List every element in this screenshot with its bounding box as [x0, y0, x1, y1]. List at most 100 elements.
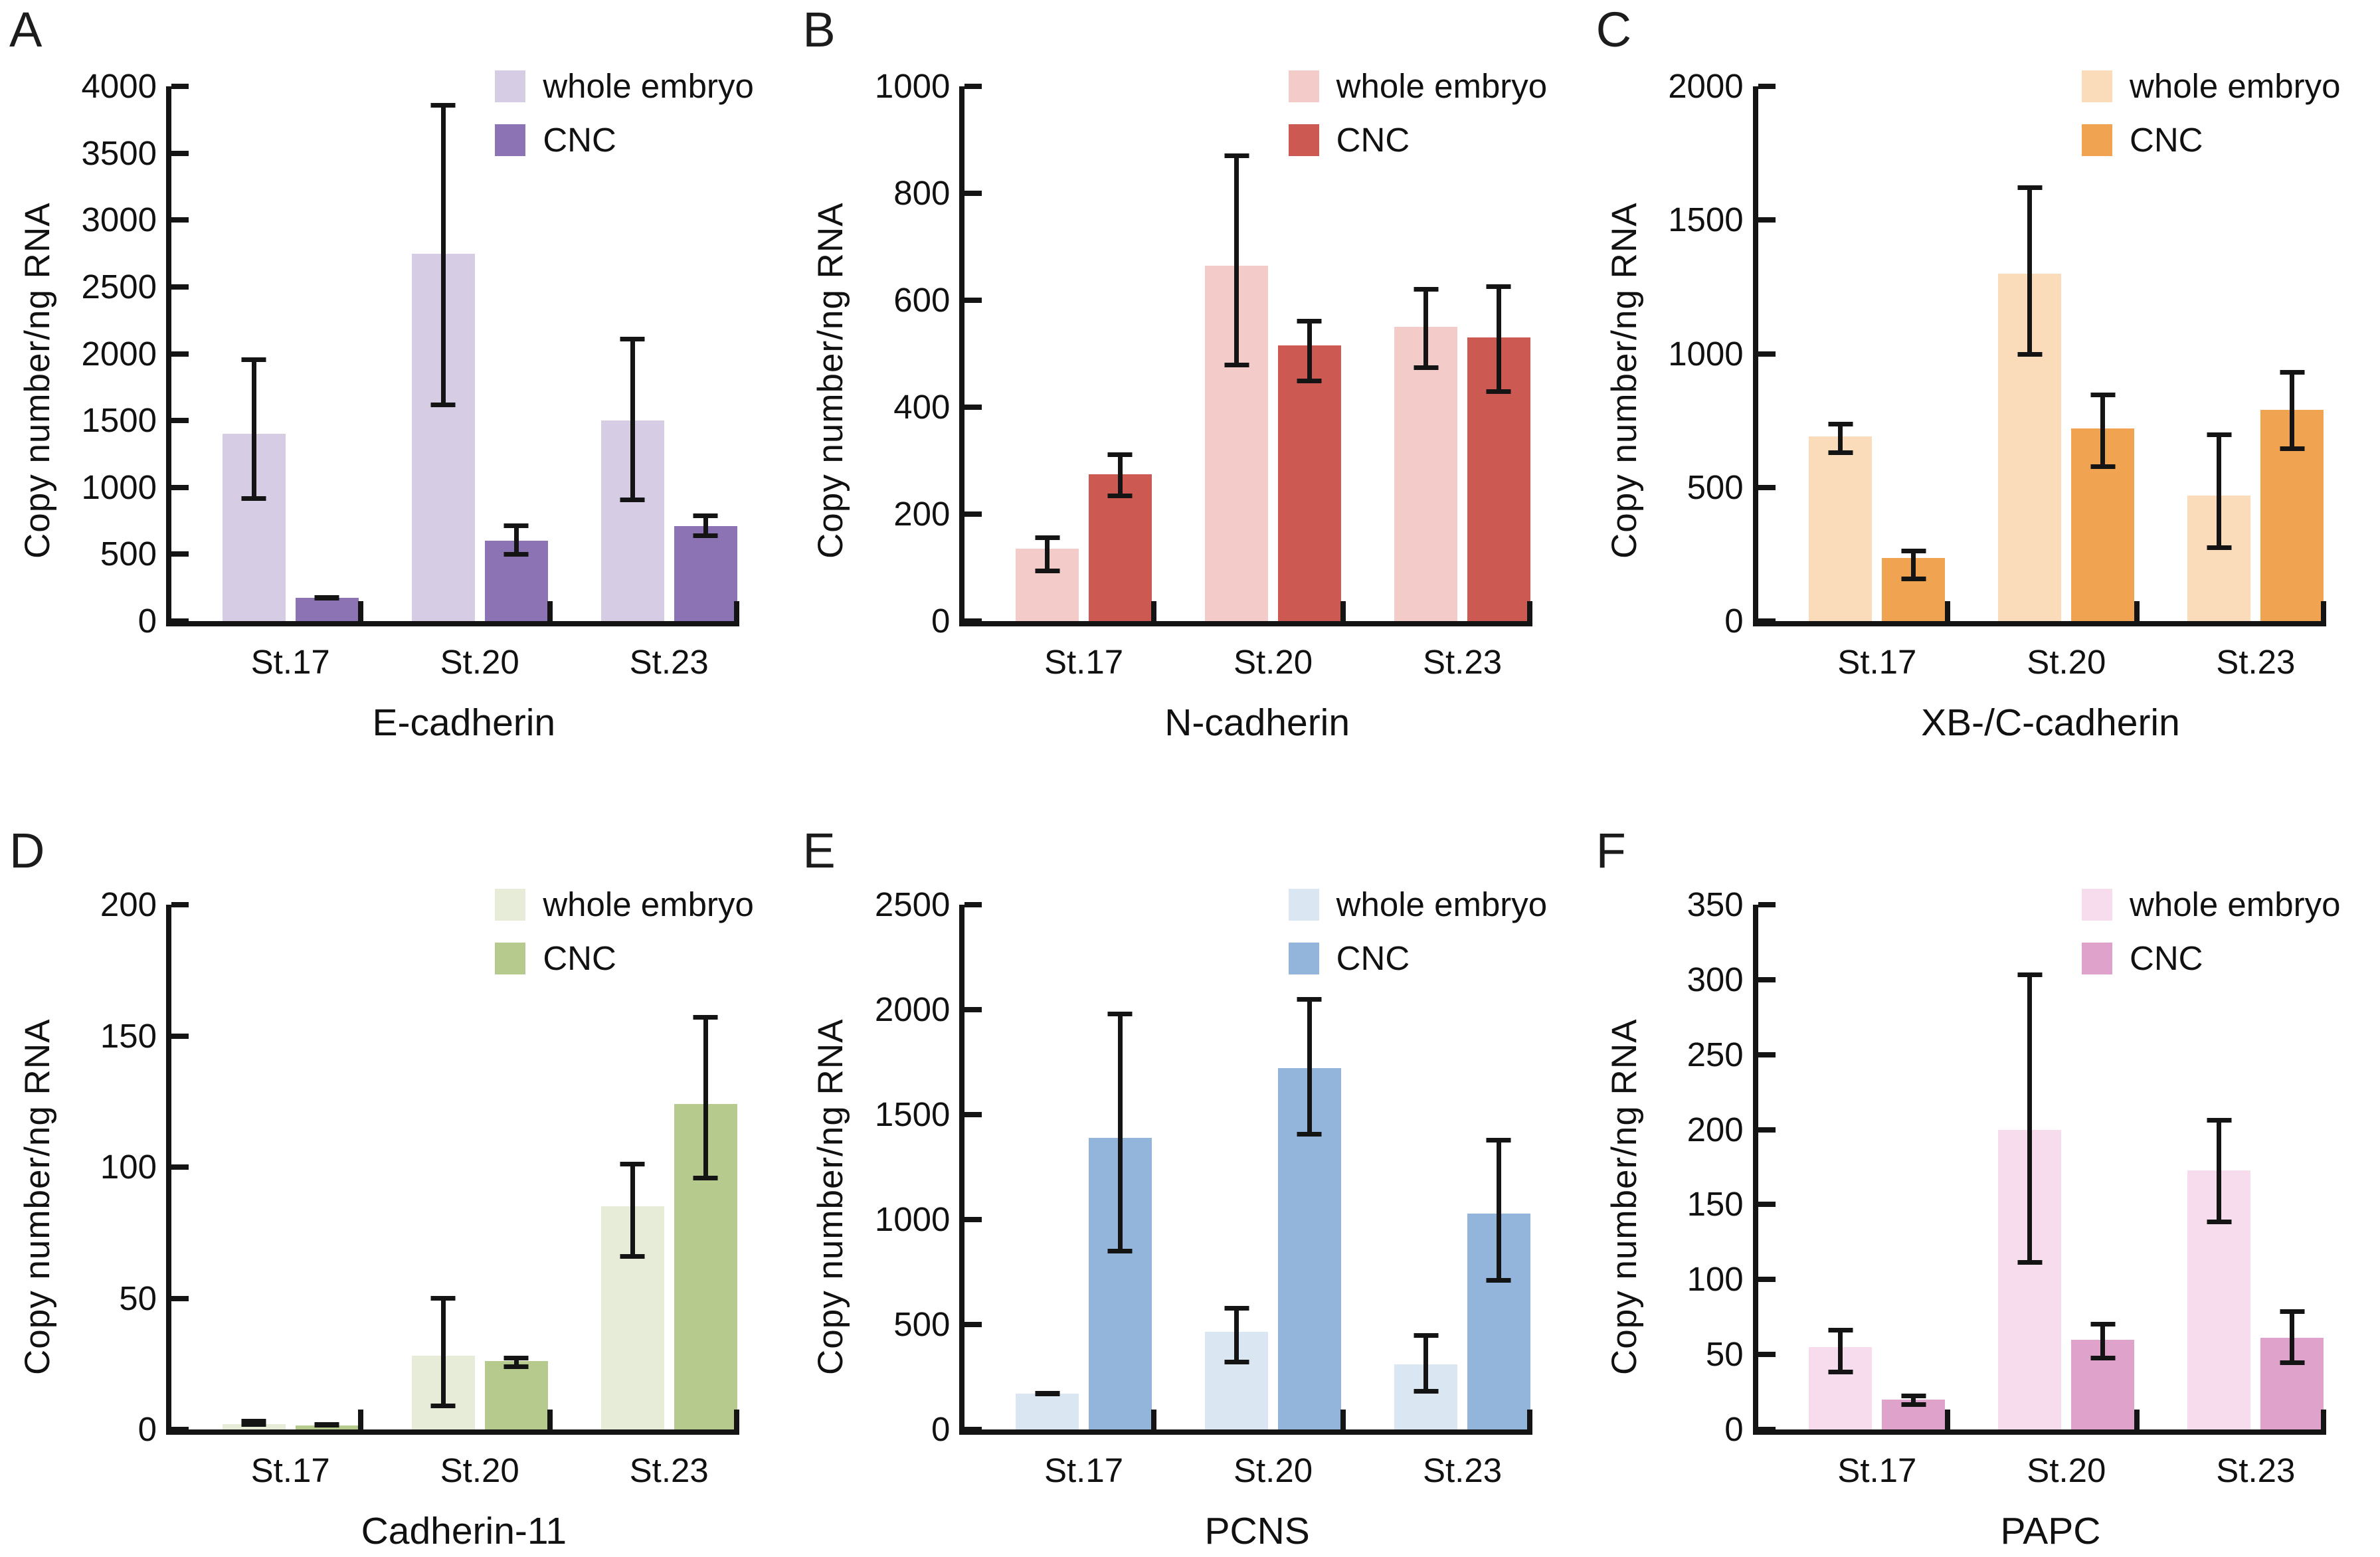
error-bar-st17-whole-embryo: [1828, 1327, 1853, 1374]
bar-st17-cnc: [1089, 474, 1152, 621]
error-bar-cap-bottom: [1224, 362, 1249, 367]
y-tick: [1758, 976, 1776, 982]
error-bar-cap-bottom: [620, 497, 645, 502]
legend-entry-whole-embryo: whole embryo: [1288, 66, 1547, 106]
error-bar-cap-top: [1828, 422, 1853, 427]
y-tick: [1758, 902, 1776, 907]
error-bar-st20-whole-embryo: [430, 103, 456, 407]
error-bar-st17-cnc: [314, 1422, 339, 1428]
error-bar-cap-top: [1107, 1012, 1133, 1017]
y-tick: [964, 1322, 982, 1327]
y-tick: [964, 511, 982, 517]
panel-c: C Copy number/ng RNA 0 500 1000 1500 2000 St…: [1587, 0, 2380, 778]
y-tick-label: 2000: [81, 334, 157, 373]
x-tick: [2320, 601, 2326, 621]
x-tick: [1527, 601, 1533, 621]
error-bar-st23-whole-embryo: [620, 337, 645, 502]
error-bar-st23-cnc: [2280, 1309, 2305, 1365]
y-tick: [171, 351, 189, 357]
panel-f: F Copy number/ng RNA 0 50 100 150 200 250 300 3…: [1587, 778, 2380, 1557]
y-tick: [171, 551, 189, 557]
legend-label-whole-embryo: whole embryo: [2130, 885, 2341, 923]
x-tick-label: St.23: [629, 643, 709, 681]
y-axis-ticks: 0 500 1000 1500 2000: [1668, 69, 2326, 638]
x-axis-ticks: [964, 905, 1533, 1429]
error-bar-cap-top: [1901, 1393, 1926, 1398]
error-bar-cap-bottom: [430, 1404, 456, 1409]
y-tick-label: 2500: [81, 267, 157, 306]
x-tick-labels: St.17 St.20 St.23: [1758, 86, 2326, 681]
y-tick-label: 0: [1724, 602, 1744, 640]
x-tick: [734, 601, 739, 621]
plot-area: 0 50 100 150 200 250 300 350 St.17 St.20 St.23 wh…: [1687, 885, 2341, 1552]
legend-swatch-whole-embryo: [495, 888, 526, 921]
x-tick-label: St.17: [1837, 1451, 1917, 1489]
panel-e: E Copy number/ng RNA 0 500 1000 1500 2000 250…: [793, 778, 1586, 1557]
x-tick-label: St.20: [440, 1451, 519, 1489]
error-bar-st17-cnc: [1107, 452, 1133, 498]
y-tick-label: 2500: [874, 885, 951, 923]
error-bar-cap-top: [1486, 1137, 1511, 1143]
error-bar-cap-bottom: [620, 1254, 645, 1259]
y-tick-label: 1500: [1668, 201, 1744, 239]
error-bar-st23-whole-embryo: [1414, 1332, 1439, 1394]
error-bar-st20-whole-embryo: [1224, 153, 1249, 367]
error-bar-cap-top: [241, 357, 266, 362]
error-bar-st23-cnc: [1486, 1137, 1511, 1283]
plot-area: 0 200 400 600 800 1000 St.17 St.20 St.23 whole …: [875, 67, 1547, 744]
y-tick-label: 0: [931, 602, 951, 640]
panel-a: A Copy number/ng RNA 0 500 1000 1500 2000 250…: [0, 0, 793, 778]
legend-swatch-whole-embryo: [2082, 888, 2112, 921]
bars-layer: [171, 905, 739, 1429]
y-tick-label: 0: [137, 1410, 157, 1448]
legend-label-whole-embryo: whole embryo: [543, 885, 754, 923]
error-bar-line: [1838, 422, 1843, 456]
y-tick-label: 1500: [81, 401, 157, 440]
y-tick-label: 800: [893, 174, 951, 212]
x-tick: [547, 601, 553, 621]
error-bar-st20-cnc: [503, 1356, 529, 1370]
y-tick-label: 50: [1705, 1335, 1744, 1374]
bars-layer: [171, 86, 739, 621]
bar-st17-cnc: [295, 597, 359, 621]
error-bar-cap-top: [1901, 549, 1926, 554]
x-tick: [2134, 601, 2140, 621]
plot-area: 0 500 1000 1500 2000 St.17 St.20 St.23 whole e…: [1668, 67, 2340, 744]
bars-layer: [964, 86, 1532, 621]
panel-letter: D: [9, 823, 45, 878]
y-tick-label: 0: [931, 1410, 951, 1448]
panel-letter: F: [1596, 823, 1626, 878]
error-bar-line: [513, 523, 519, 557]
x-tick: [1527, 1410, 1533, 1429]
error-bar-line: [513, 1356, 519, 1370]
legend: whole embryo CNC: [495, 885, 754, 992]
error-bar-st20-cnc: [2090, 1321, 2116, 1361]
error-bar-st20-whole-embryo: [430, 1295, 456, 1409]
y-tick: [1758, 1052, 1776, 1057]
error-bar-line: [1045, 535, 1050, 573]
legend-entry-whole-embryo: whole embryo: [1288, 885, 1547, 924]
error-bar-cap-top: [2090, 1321, 2116, 1327]
legend-label-whole-embryo: whole embryo: [2130, 67, 2341, 105]
error-bar-cap-top: [2207, 432, 2232, 438]
y-tick: [964, 191, 982, 196]
y-tick-label: 300: [1687, 960, 1744, 998]
error-bar-st20-whole-embryo: [2017, 185, 2043, 357]
legend-entry-whole-embryo: whole embryo: [2082, 66, 2340, 106]
x-tick-label: St.20: [2027, 643, 2106, 681]
x-tick: [357, 601, 363, 621]
y-tick-label: 1500: [874, 1095, 951, 1133]
error-bar-st20-whole-embryo: [1224, 1305, 1249, 1365]
chart-title: Cadherin-11: [361, 1510, 567, 1552]
error-bar-line: [1496, 284, 1501, 394]
chart-title: XB-/C-cadherin: [1921, 701, 2180, 744]
error-bar-cap-bottom: [2017, 1259, 2043, 1265]
error-bar-line: [251, 357, 256, 501]
y-tick: [1758, 618, 1776, 624]
y-axis-ticks: 0 200 400 600 800 1000: [875, 69, 1532, 638]
error-bar-st20-cnc: [1297, 997, 1322, 1137]
x-tick: [734, 1410, 739, 1429]
error-bar-line: [2100, 392, 2106, 469]
legend-entry-whole-embryo: whole embryo: [2082, 885, 2340, 924]
error-bar-st20-whole-embryo: [2017, 972, 2043, 1265]
